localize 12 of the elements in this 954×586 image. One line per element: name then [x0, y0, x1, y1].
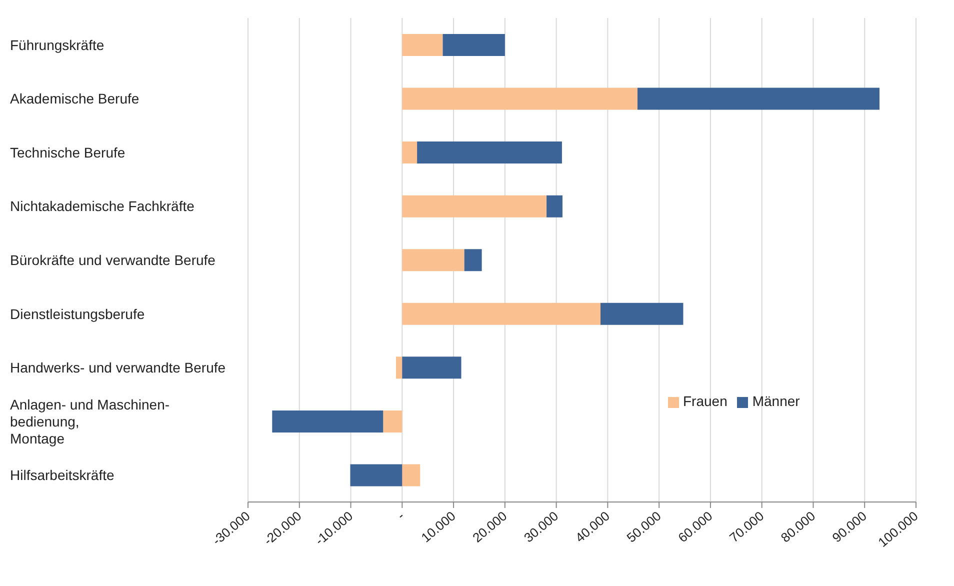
legend-label: Männer	[752, 393, 800, 409]
x-tick-label: -	[394, 508, 407, 523]
y-tick-label: Führungskräfte	[10, 36, 104, 53]
y-tick-label: Handwerks- und verwandte Berufe	[10, 360, 226, 376]
y-tick-label: Hilfsarbeitskräfte	[10, 467, 114, 484]
y-tick-label: Anlagen- und Maschinen- bedienung, Montage	[10, 396, 170, 446]
y-tick-label: Akademische Berufe	[10, 90, 140, 107]
y-tick-label: Dienstleistungsberufe	[10, 306, 145, 322]
y-tick-label: Bürokräfte und verwandte Berufe	[10, 252, 216, 268]
y-tick-label: Nichtakademische Fachkräfte	[10, 198, 195, 214]
y-tick-label: Technische Berufe	[10, 144, 126, 160]
legend-label: Frauen	[683, 393, 728, 409]
